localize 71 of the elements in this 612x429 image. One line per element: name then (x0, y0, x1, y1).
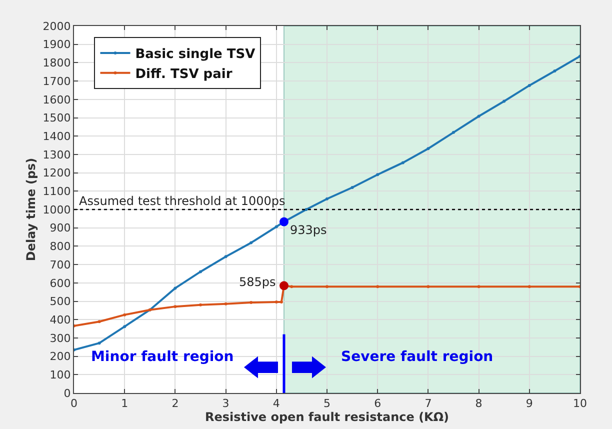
data-label: 933ps (290, 223, 327, 237)
x-tick-label: 8 (475, 397, 482, 410)
point (290, 285, 294, 288)
y-tick-label: 300 (50, 332, 71, 345)
point (224, 302, 228, 306)
point (123, 313, 126, 316)
point (123, 325, 126, 328)
point (98, 320, 101, 324)
y-tick-label: 200 (50, 350, 71, 364)
x-tick-label: 5 (324, 397, 330, 410)
y-axis-title: Delay time (ps) (24, 158, 38, 262)
point (452, 130, 455, 134)
point (224, 255, 228, 258)
x-tick-label: 4 (272, 397, 280, 410)
point (426, 147, 430, 150)
point (376, 173, 380, 176)
point (279, 281, 288, 290)
x-tick-label: 6 (374, 397, 382, 410)
x-tick-label: 3 (222, 397, 230, 410)
x-axis-title: Resistive open fault resistance (KΩ) (204, 410, 450, 424)
x-tick-label: 9 (526, 397, 533, 410)
y-tick-label: 1500 (42, 112, 71, 125)
y-tick-label: 700 (50, 258, 71, 272)
point (98, 342, 101, 345)
point (528, 285, 531, 288)
y-tick-label: 1100 (42, 185, 71, 198)
point (174, 305, 177, 308)
point (304, 208, 308, 211)
data-label: 585ps (239, 275, 276, 289)
y-tick-label: 1000 (42, 203, 71, 216)
x-tick-label: 10 (573, 397, 587, 410)
y-tick-label: 1200 (42, 166, 71, 180)
point (401, 161, 404, 164)
point (477, 114, 480, 118)
point (250, 241, 253, 244)
point (376, 285, 380, 288)
y-tick-label: 800 (50, 240, 71, 254)
y-tick-label: 100 (50, 368, 71, 382)
y-tick-label: 1700 (42, 74, 71, 88)
y-tick-label: 600 (50, 276, 71, 290)
y-tick-label: 1300 (42, 148, 71, 162)
point (477, 285, 480, 288)
point (326, 285, 328, 288)
point (553, 69, 556, 72)
point (528, 84, 531, 87)
y-tick-label: 500 (50, 295, 71, 308)
x-tick-label: 1 (121, 397, 128, 410)
point (199, 303, 202, 306)
point (279, 217, 288, 226)
band-label: Severe fault region (341, 349, 494, 365)
point (199, 270, 202, 274)
y-tick-label: 1900 (42, 38, 71, 52)
point (350, 186, 354, 189)
y-tick-label: 1400 (42, 130, 71, 143)
legend-label: Basic single TSV (135, 47, 256, 62)
legend-label: Diff. TSV pair (135, 66, 233, 82)
ref-line-label: Assumed test threshold at 1000ps (79, 194, 286, 208)
annotation: Minor fault region (91, 349, 234, 365)
point (274, 225, 278, 228)
y-tick-label: 1600 (42, 93, 71, 106)
x-tick-label: 7 (424, 397, 432, 410)
y-tick-label: 400 (50, 313, 71, 326)
y-tick-label: 0 (64, 386, 71, 400)
point (502, 100, 506, 103)
x-tick-label: 2 (172, 397, 179, 410)
y-tick-label: 1800 (42, 56, 71, 70)
y-tick-label: 2000 (42, 20, 71, 33)
point (174, 286, 177, 290)
point (426, 285, 430, 288)
y-tick-label: 900 (50, 222, 71, 235)
point (326, 197, 328, 200)
